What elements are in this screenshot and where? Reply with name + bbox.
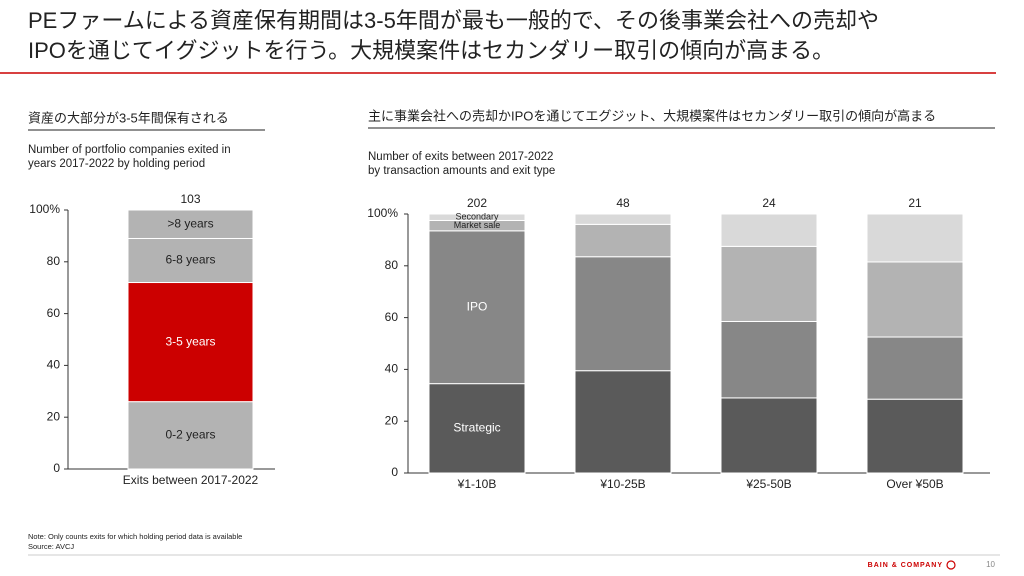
segment-label: 3-5 years [165,334,215,348]
bar-segment [574,256,672,372]
slide-title: IPOを通じてイグジットを行う。大規模案件はセカンダリー取引の傾向が高まる。 [28,38,834,63]
segment-label: Market sale [454,220,501,230]
bar-segment [428,213,526,221]
total-label: 202 [467,196,487,210]
y-tick-label: 20 [47,409,61,423]
y-tick-label: 100% [29,202,60,216]
bar-segment [127,209,254,239]
bar-segment [866,213,964,263]
subtitle: Number of portfolio companies exited in [28,144,231,156]
segment-label: 6-8 years [165,253,215,267]
brand: BAIN & COMPANY [868,562,943,569]
total-label: 103 [180,192,200,206]
bar-segment [574,370,672,474]
x-tick-label: Over ¥50B [886,477,943,491]
source: Source: AVCJ [28,542,74,551]
segment-label: Strategic [453,420,500,434]
bar-segment [720,320,818,399]
bar-segment [127,401,254,470]
subtitle: Number of exits between 2017-2022 [368,151,553,163]
bar-segment [720,397,818,474]
x-tick-label: ¥10-25B [599,477,645,491]
section-title: 主に事業会社への売却かIPOを通じてエグジット、大規模案件はセカンダリー取引の傾… [368,108,936,123]
subtitle: by transaction amounts and exit type [368,165,555,177]
y-tick-label: 40 [47,358,61,372]
bar-segment [574,213,672,225]
total-label: 21 [908,196,922,210]
bar-segment [127,237,254,284]
segment-label: 0-2 years [165,428,215,442]
y-tick-label: 100% [367,206,398,220]
slide-title: PEファームによる資産保有期間は3-5年間が最も一般的で、その後事業会社への売却… [28,8,879,33]
x-tick-label: ¥1-10B [457,477,497,491]
y-tick-label: 80 [385,258,399,272]
y-tick-label: 60 [385,310,399,324]
y-tick-label: 0 [53,461,60,475]
bar-segment [866,261,964,338]
note: Note: Only counts exits for which holdin… [28,532,242,541]
bar-segment [127,282,254,403]
x-tick-label: Exits between 2017-2022 [123,473,259,487]
y-tick-label: 40 [385,362,399,376]
bar-segment [866,398,964,474]
segment-label: >8 years [167,216,213,230]
y-tick-label: 20 [385,413,399,427]
bar-segment [428,383,526,474]
segment-label: Secondary [455,212,499,222]
x-tick-label: ¥25-50B [745,477,791,491]
y-tick-label: 0 [391,465,398,479]
bar-segment [428,230,526,385]
segment-label: IPO [467,299,488,313]
total-label: 48 [616,196,630,210]
page-number: 10 [986,560,995,569]
y-tick-label: 60 [47,306,61,320]
bar-segment [574,223,672,258]
total-label: 24 [762,196,776,210]
section-title: 資産の大部分が3-5年間保有される [28,110,229,125]
brand-logo [946,560,956,570]
y-tick-label: 80 [47,254,61,268]
bar-segment [866,336,964,400]
bar-segment [720,245,818,322]
subtitle: years 2017-2022 by holding period [28,158,205,170]
bar-segment [720,213,818,247]
